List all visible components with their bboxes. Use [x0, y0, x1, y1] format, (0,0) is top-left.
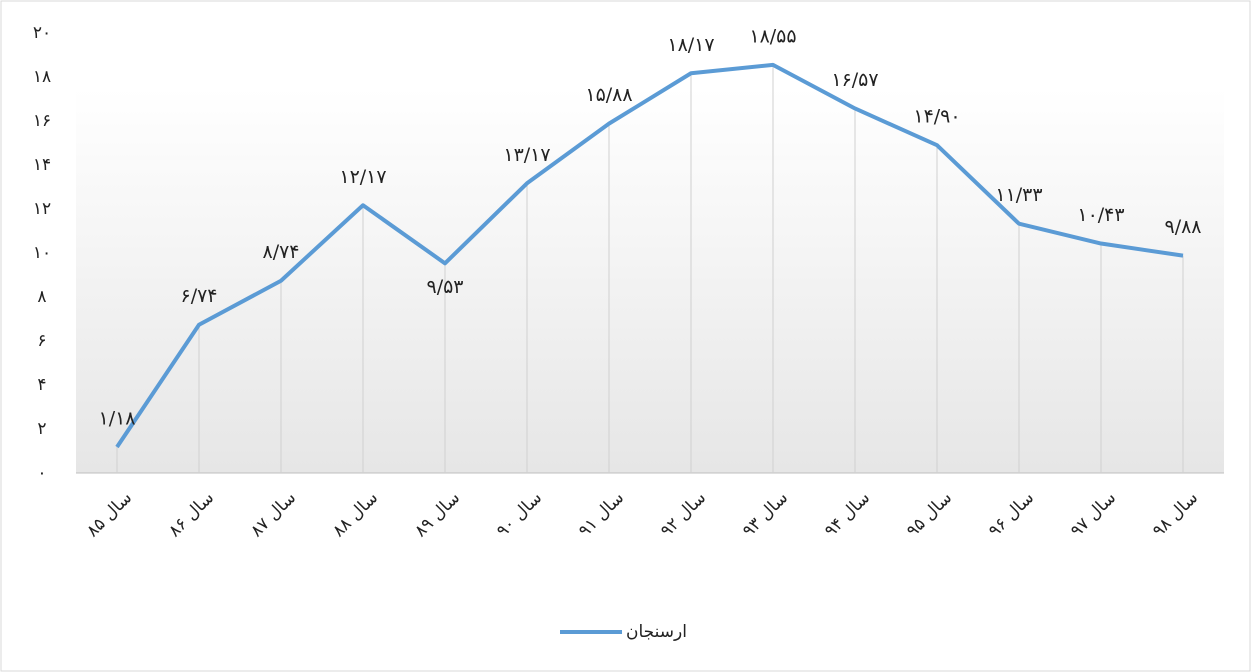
legend-label: ارسنجان	[626, 622, 687, 642]
data-label: ۱۲/۱۷	[339, 166, 386, 188]
data-label: ۸/۷۴	[262, 241, 299, 263]
data-label: ۱۶/۵۷	[831, 69, 878, 91]
y-tick-label: ۱۸	[33, 67, 51, 87]
y-tick-label: ۴	[37, 375, 46, 395]
y-tick-label: ۰	[37, 463, 46, 483]
data-label: ۱۸/۵۵	[749, 25, 796, 47]
y-tick-label: ۱۲	[33, 199, 51, 219]
data-label: ۱۵/۸۸	[585, 84, 632, 106]
data-label: ۹/۵۳	[426, 276, 463, 298]
data-label: ۱/۱۸	[98, 408, 135, 430]
data-label: ۱۱/۳۳	[995, 184, 1042, 206]
data-label: ۱۸/۱۷	[667, 34, 714, 56]
series-line	[115, 62, 1184, 449]
data-label: ۱۰/۴۳	[1077, 204, 1124, 226]
y-tick-label: ۱۰	[33, 243, 51, 263]
data-label: ۱۳/۱۷	[503, 144, 550, 166]
plot-background	[76, 88, 1224, 473]
data-label: ۹/۸۸	[1164, 216, 1201, 238]
y-tick-label: ۱۴	[33, 155, 51, 175]
y-tick-label: ۸	[37, 287, 46, 307]
y-tick-label: ۲	[37, 419, 46, 439]
y-tick-label: ۱۶	[33, 111, 51, 131]
data-label: ۶/۷۴	[180, 285, 217, 307]
data-label: ۱۴/۹۰	[913, 106, 960, 128]
y-tick-label: ۶	[37, 331, 46, 351]
y-tick-label: ۲۰	[33, 23, 51, 43]
